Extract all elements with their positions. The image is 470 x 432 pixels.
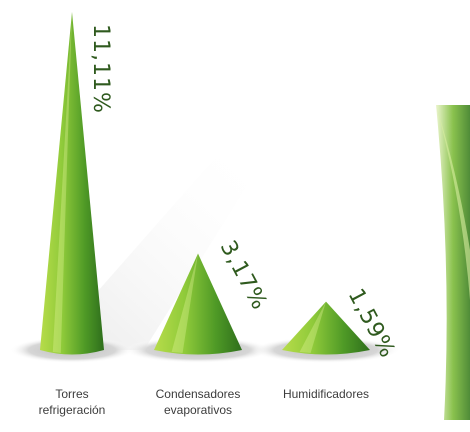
cone-bar bbox=[40, 12, 104, 355]
cone-highlight bbox=[52, 12, 72, 353]
value-label: 3,17% bbox=[215, 237, 272, 315]
category-label: refrigeración bbox=[39, 403, 106, 417]
category-label: evaporativos bbox=[164, 403, 232, 417]
cone-marks bbox=[10, 12, 400, 363]
category-label: Humidificadores bbox=[283, 387, 369, 401]
cone-highlight bbox=[299, 301, 326, 353]
value-label: 11,11% bbox=[88, 24, 113, 114]
cone-labels: 11,11% Torres refrigeración 3,17% Condensado… bbox=[39, 24, 400, 417]
cone-highlight bbox=[171, 253, 198, 353]
category-label: Torres bbox=[55, 387, 88, 401]
decorative-sliver bbox=[436, 105, 470, 420]
cone-bar bbox=[282, 301, 370, 355]
cone-bar bbox=[154, 253, 242, 355]
category-label: Condensadores bbox=[156, 387, 241, 401]
